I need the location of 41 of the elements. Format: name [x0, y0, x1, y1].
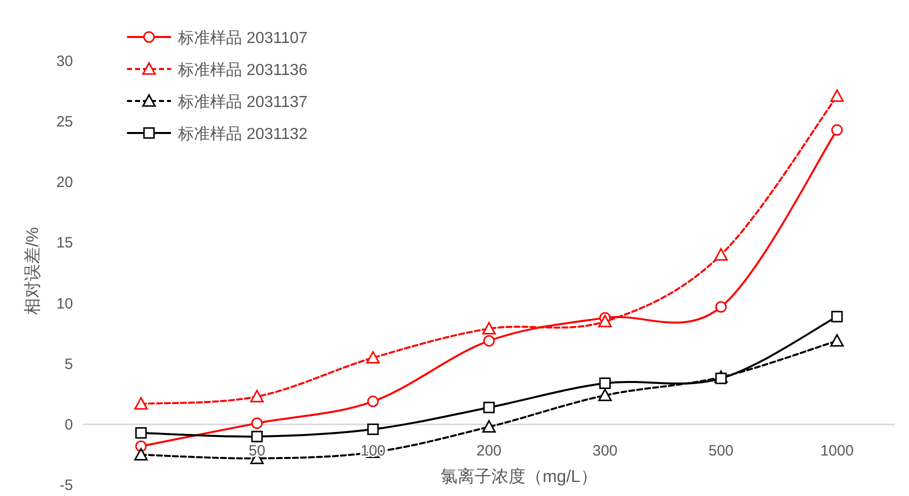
point: [598, 314, 612, 328]
point: [134, 397, 148, 410]
y-tick-label: 20: [56, 174, 73, 192]
legend-label: 标准样品 2031137: [177, 93, 308, 111]
point: [483, 335, 495, 347]
point: [251, 430, 263, 442]
legend-label: 标准样品 2031132: [177, 125, 308, 143]
legend-label: 标准样品 2031136: [177, 61, 308, 79]
point: [831, 124, 843, 136]
y-tick-label: -5: [60, 477, 73, 494]
x-tick-label: 500: [708, 442, 734, 460]
point: [715, 301, 727, 313]
legend-label: 标准样品 2031107: [177, 29, 308, 47]
point: [250, 390, 264, 402]
point: [598, 388, 612, 402]
point: [366, 351, 380, 364]
point: [830, 334, 844, 347]
point: [830, 89, 844, 102]
x-tick-label: 1000: [820, 442, 854, 460]
y-tick-label: 15: [56, 234, 73, 252]
y-tick-label: 30: [56, 53, 73, 70]
point: [599, 377, 611, 389]
point: [135, 427, 147, 439]
y-tick-label: 25: [56, 114, 73, 131]
point: [134, 448, 148, 460]
point: [831, 310, 843, 322]
x-tick-label: 50: [248, 442, 266, 460]
x-axis-title: 氯离子浓度（mg/L）: [440, 467, 598, 486]
point: [482, 322, 496, 334]
x-tick-label: 300: [592, 442, 618, 460]
y-axis-title: 相对误差/%: [23, 227, 42, 315]
x-tick-label: 200: [476, 442, 502, 460]
point: [482, 420, 496, 433]
y-tick-label: 5: [64, 356, 73, 373]
y-tick-label: 10: [56, 295, 73, 312]
y-tick-label: 0: [64, 416, 73, 434]
point: [367, 396, 379, 408]
point: [714, 248, 728, 261]
point: [483, 402, 495, 414]
point: [251, 417, 263, 429]
point: [367, 424, 379, 436]
